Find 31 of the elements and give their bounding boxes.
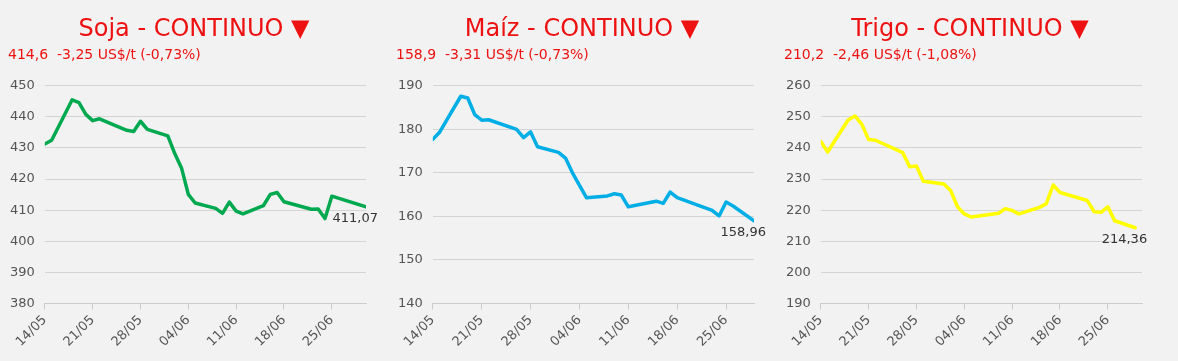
chart-subtitle: 210,2 -2,46 US$/t (-1,08%) (783, 46, 978, 64)
y-tick-label: 180 (397, 120, 423, 136)
y-tick-label: 200 (785, 263, 811, 279)
chart-title: Soja - CONTINUO ▼ (77, 13, 311, 44)
y-tick-label: 380 (9, 294, 35, 310)
y-tick-label: 140 (397, 294, 423, 310)
y-tick-label: 220 (785, 201, 811, 217)
y-tick-label: 410 (9, 201, 35, 217)
y-tick-label: 390 (9, 263, 35, 279)
y-tick-label: 170 (397, 164, 423, 180)
annotation: 158,96 (720, 223, 766, 239)
chart-title: Trigo - CONTINUO ▼ (850, 13, 1090, 44)
chart-title: Maíz - CONTINUO ▼ (463, 13, 701, 44)
annotation: 411,07 (332, 209, 378, 225)
y-tick-label: 440 (9, 108, 35, 124)
y-tick-label: 430 (9, 139, 35, 155)
y-tick-label: 250 (785, 108, 811, 124)
y-tick-label: 450 (9, 77, 35, 93)
y-tick-label: 400 (9, 232, 35, 248)
y-tick-label: 210 (785, 232, 811, 248)
y-tick-label: 160 (397, 207, 423, 223)
y-tick-label: 190 (785, 294, 811, 310)
y-tick-label: 230 (785, 170, 811, 186)
chart-subtitle: 414,6 -3,25 US$/t (-0,73%) (7, 46, 202, 64)
y-tick-label: 150 (397, 251, 423, 267)
y-tick-label: 190 (397, 77, 423, 93)
y-tick-label: 260 (785, 77, 811, 93)
annotation: 214,36 (1101, 230, 1148, 246)
y-tick-label: 240 (785, 139, 811, 155)
chart-subtitle: 158,9 -3,31 US$/t (-0,73%) (395, 46, 590, 64)
y-tick-label: 420 (9, 170, 35, 186)
